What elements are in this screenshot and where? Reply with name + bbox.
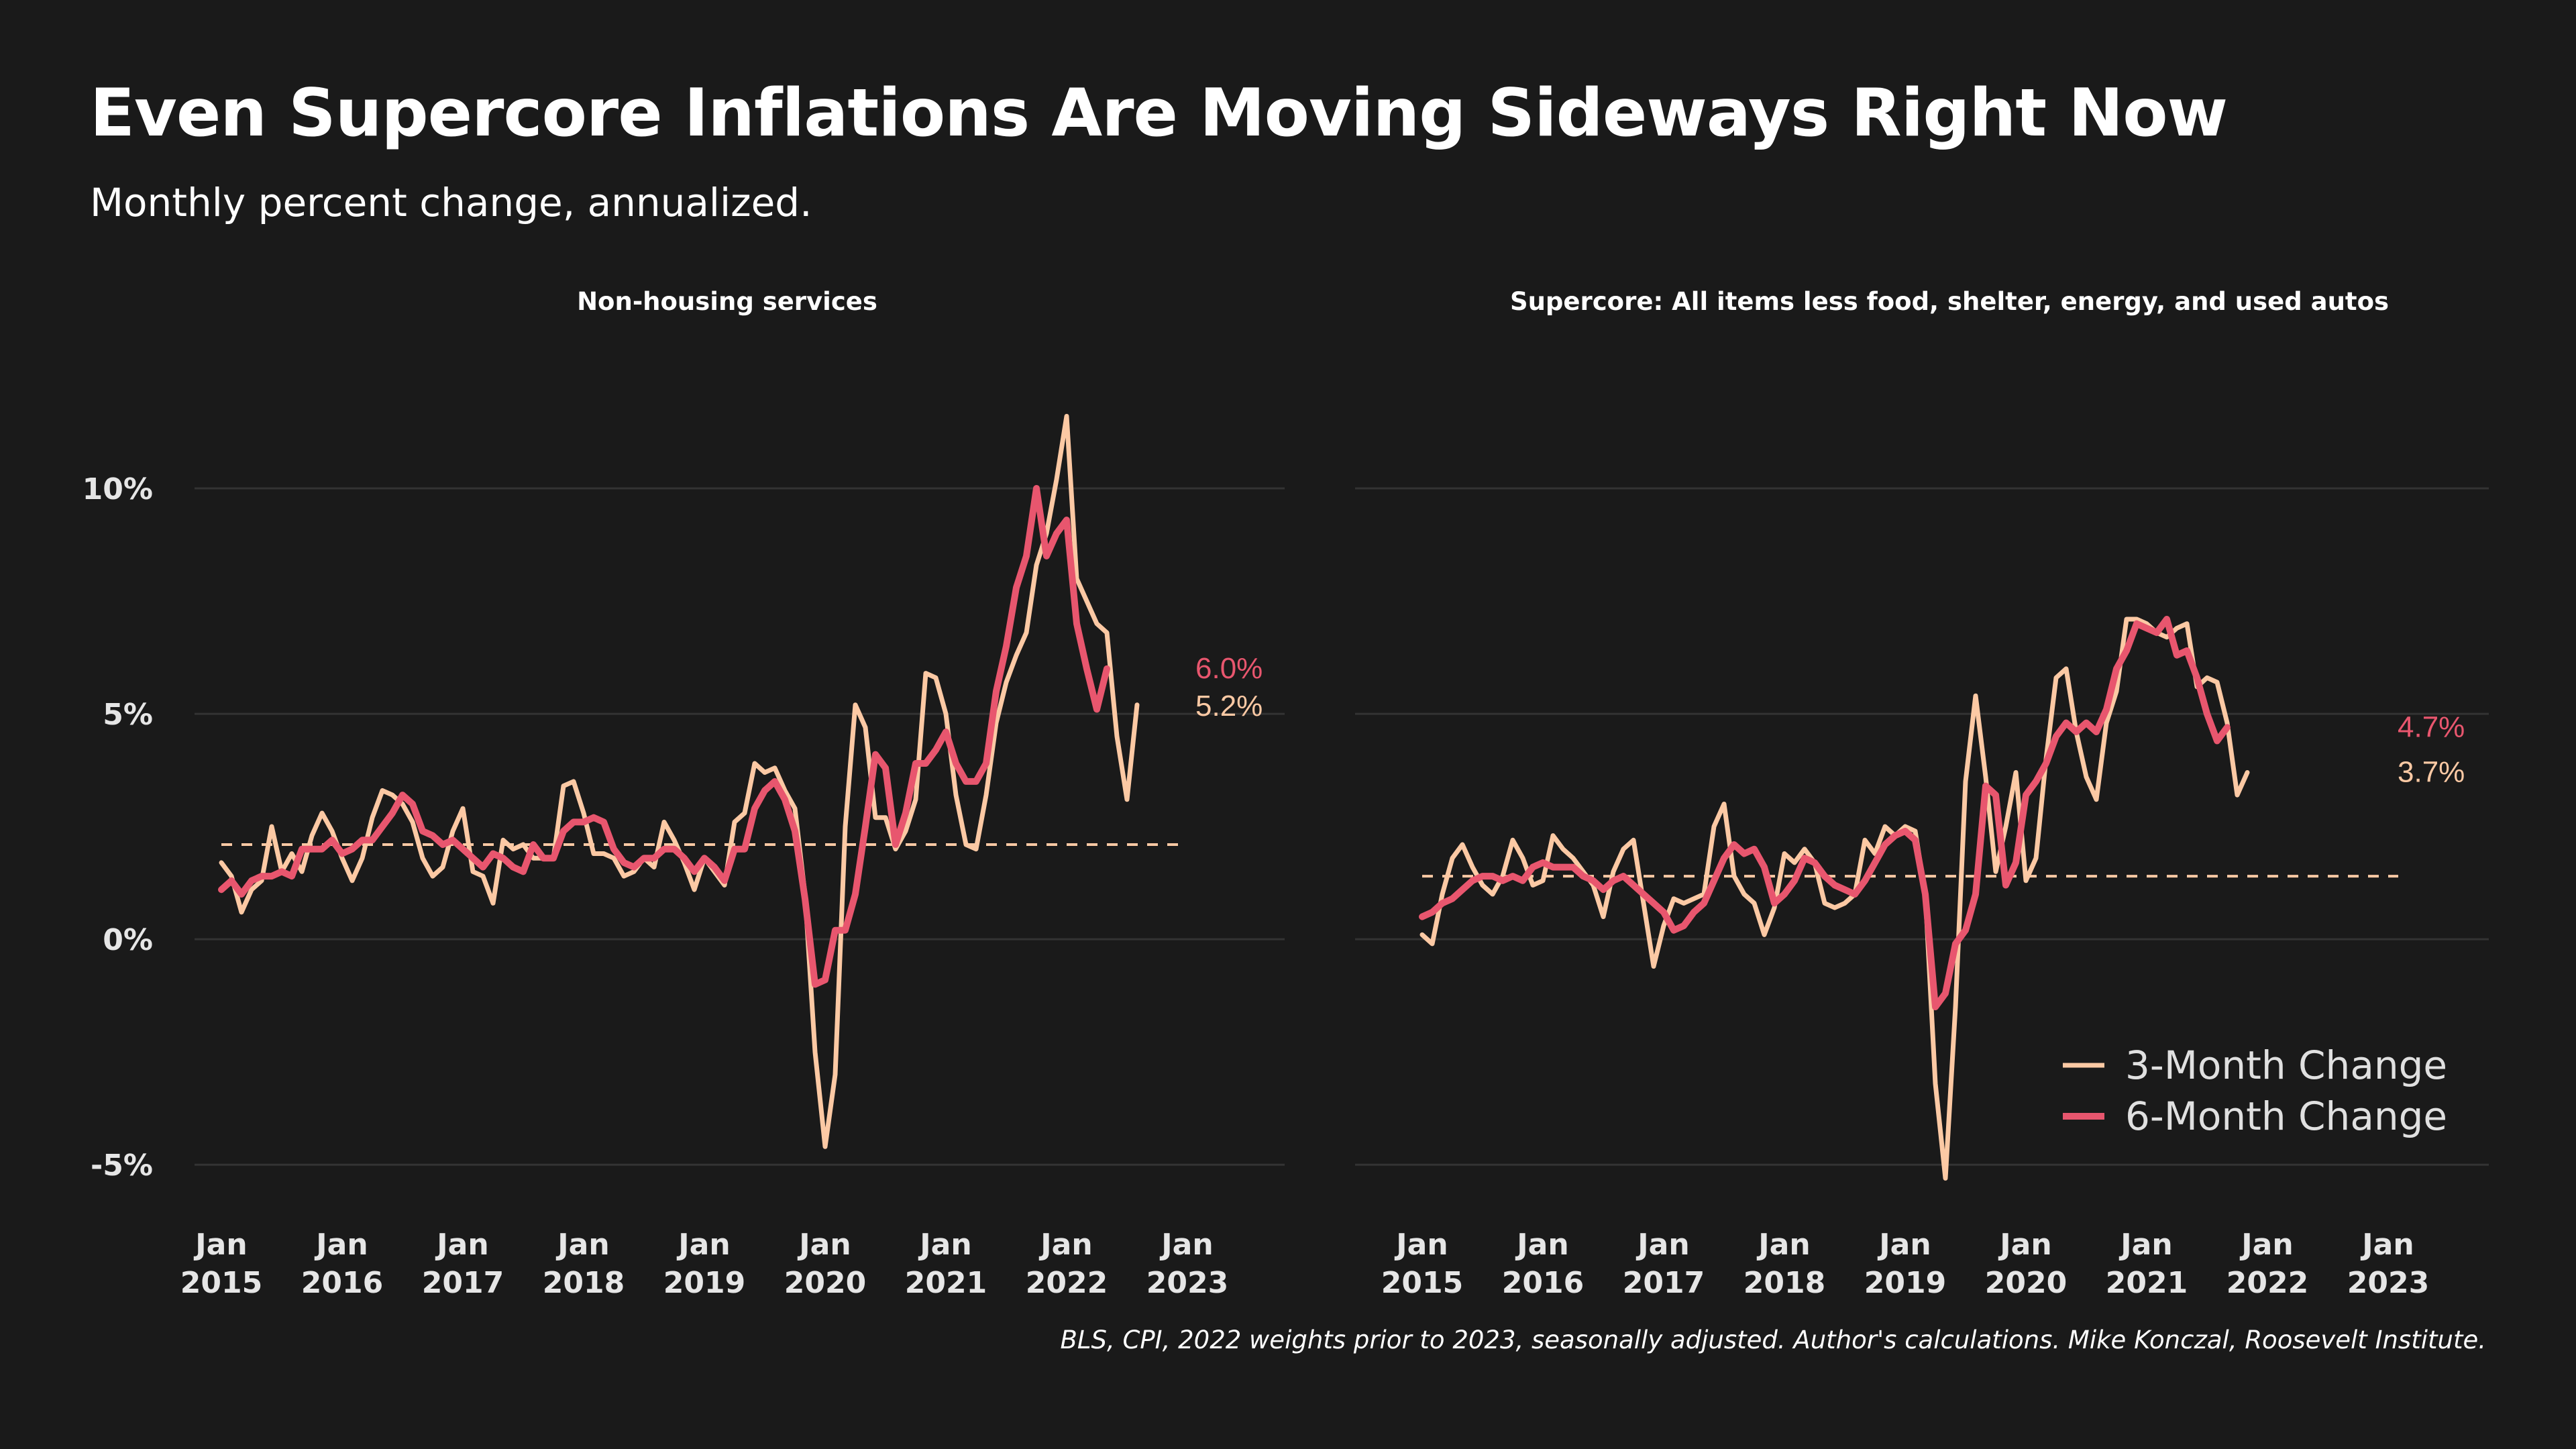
end-value-label: 5.2% (1195, 690, 1263, 722)
series-line-3-month (1419, 616, 2250, 1181)
x-tick-label: Jan 2015 (1381, 1228, 1463, 1300)
panel-title: Non-housing services (577, 287, 877, 316)
end-value-label: 4.7% (2398, 710, 2465, 743)
end-value-label: 6.0% (1195, 652, 1263, 685)
x-tick-label: Jan 2023 (1146, 1228, 1228, 1300)
y-tick-label: 10% (83, 472, 153, 506)
x-tick-label: Jan 2020 (1985, 1228, 2067, 1300)
panel-title: Supercore: All items less food, shelter,… (1510, 287, 2389, 316)
series-line-6-month (1419, 616, 2231, 1010)
end-value-label: 3.7% (2398, 755, 2465, 788)
y-tick-label: 0% (103, 923, 153, 957)
x-tick-label: Jan 2016 (301, 1228, 383, 1300)
panel-non-housing-services: Non-housing services -5% 0% 5% 10% Jan 2015 Ja… (83, 287, 1285, 1300)
page-subtitle: Monthly percent change, annualized. (90, 180, 812, 225)
x-tick-label: Jan 2021 (2106, 1228, 2188, 1300)
x-tick-label: Jan 2021 (905, 1228, 987, 1300)
x-tick-label: Jan 2015 (180, 1228, 262, 1300)
x-tick-label: Jan 2020 (784, 1228, 866, 1300)
x-tick-label: Jan 2022 (1026, 1228, 1108, 1300)
x-tick-label: Jan 2018 (543, 1228, 625, 1300)
x-tick-label: Jan 2018 (1743, 1228, 1825, 1300)
x-tick-label: Jan 2019 (663, 1228, 745, 1300)
legend: 3-Month Change 6-Month Change (2063, 1042, 2447, 1139)
series-line-6-month (218, 485, 1110, 988)
x-tick-label: Jan 2022 (2226, 1228, 2308, 1300)
y-tick-label: -5% (91, 1148, 153, 1183)
page-title: Even Supercore Inflations Are Moving Sid… (90, 75, 2228, 152)
x-tick-label: Jan 2017 (422, 1228, 504, 1300)
x-tick-label: Jan 2016 (1502, 1228, 1584, 1300)
panel-supercore: Supercore: All items less food, shelter,… (1355, 287, 2489, 1300)
legend-label: 3-Month Change (2125, 1042, 2447, 1088)
x-tick-label: Jan 2023 (2347, 1228, 2429, 1300)
series-line-3-month (219, 414, 1140, 1149)
x-tick-label: Jan 2017 (1623, 1228, 1705, 1300)
page-source: BLS, CPI, 2022 weights prior to 2023, se… (1060, 1326, 2486, 1354)
legend-label: 6-Month Change (2125, 1093, 2447, 1139)
x-tick-label: Jan 2019 (1864, 1228, 1946, 1300)
y-tick-label: 5% (103, 698, 153, 732)
